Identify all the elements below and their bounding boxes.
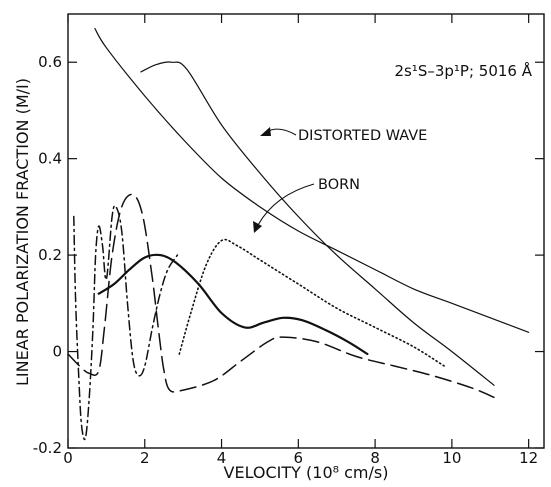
born-arrow [257, 183, 315, 226]
y-tick-label: 0.6 [38, 53, 62, 71]
axis-ticks: 0 2 4 6 8 10 12-0.200.20.40.6 [33, 14, 544, 467]
series-line-distorted-wave [140, 61, 495, 386]
y-axis-label: LINEAR POLARIZATION FRACTION (M/I) [13, 78, 32, 386]
chart-curves [67, 27, 530, 441]
transition-label: 2s¹S–3p¹P; 5016 Å [394, 61, 532, 80]
x-tick-label: 0 [63, 449, 73, 467]
series-line-dotted [178, 238, 445, 367]
x-axis-label: VELOCITY (10⁸ cm/s) [224, 463, 389, 482]
y-tick-label: 0.2 [38, 246, 62, 264]
distorted-wave-arrowhead [260, 127, 271, 136]
y-tick-label: 0 [52, 343, 62, 361]
x-tick-label: 10 [442, 449, 461, 467]
x-tick-label: 2 [140, 449, 150, 467]
series-line-dash-dot [73, 204, 179, 441]
born-label: BORN [318, 177, 360, 193]
plot-frame [67, 13, 545, 449]
x-tick-label: 12 [519, 449, 538, 467]
series-line-born [94, 27, 530, 333]
x-tick-label: 4 [217, 449, 227, 467]
x-tick-label: 6 [294, 449, 304, 467]
distorted-wave-label: DISTORTED WAVE [298, 128, 427, 144]
series-line-solid-thick [97, 253, 369, 356]
y-tick-label: 0.4 [38, 150, 62, 168]
x-tick-label: 8 [370, 449, 380, 467]
born-arrowhead [253, 221, 262, 233]
y-tick-label: -0.2 [33, 439, 62, 457]
series-line-long-dash [67, 193, 495, 399]
